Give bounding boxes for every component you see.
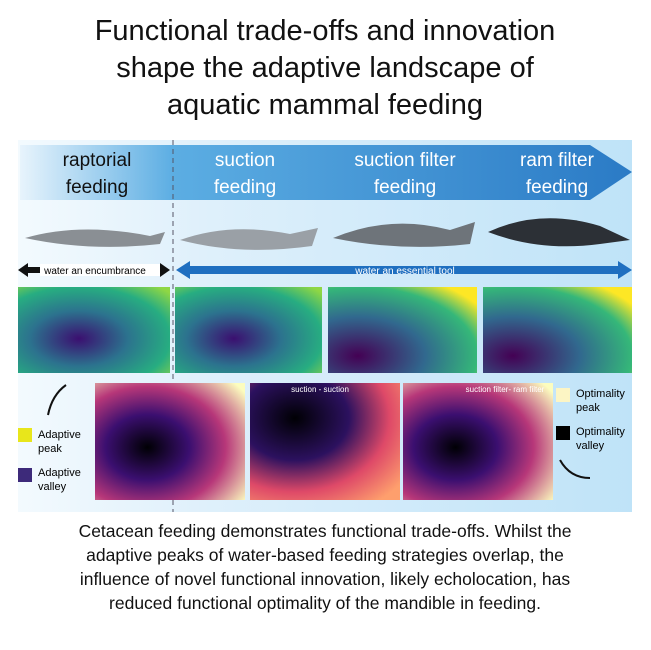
panel-label: suction filter- ram filter: [466, 385, 545, 394]
legend-label: Optimality: [576, 426, 625, 438]
caption-line: adaptive peaks of water-based feeding st…: [86, 545, 564, 565]
mode-labels: raptorial feeding suction feeding suction fi…: [63, 150, 595, 198]
banner-label: water an essential tool: [354, 266, 455, 277]
tool-arrow: [176, 261, 632, 279]
mode-label: feeding: [214, 177, 276, 198]
title-line: shape the adaptive landscape of: [116, 52, 535, 84]
caption-line: influence of novel functional innovation…: [80, 569, 571, 589]
banner-bg: [40, 264, 160, 276]
legend-label: Optimality: [576, 388, 625, 400]
caption-line: reduced functional optimality of the man…: [109, 593, 541, 613]
mode-label: feeding: [526, 177, 588, 198]
title-line: aquatic mammal feeding: [167, 89, 483, 121]
banner-label: water an encumbrance: [43, 266, 146, 277]
mode-label: suction: [215, 150, 275, 171]
legend-label: Adaptive: [38, 429, 81, 441]
arrow: [559, 459, 591, 479]
optimality-landscapes: suction - suction suction filter- ram fi…: [95, 383, 553, 500]
legend: Adaptive peak Adaptive valley Optimality…: [18, 388, 625, 493]
mode-label: ram filter: [520, 150, 595, 171]
legend-label: peak: [576, 402, 600, 414]
legend-label: peak: [38, 443, 62, 455]
title: Functional trade-offs and innovation sha…: [95, 15, 556, 121]
arrow: [47, 384, 67, 416]
mode-label: raptorial: [63, 150, 132, 171]
caption: Cetacean feeding demonstrates functional…: [79, 521, 572, 613]
adaptive-landscapes: [18, 287, 632, 373]
whales: [25, 218, 630, 250]
legend-label: valley: [576, 440, 605, 452]
mode-label: suction filter: [354, 150, 456, 171]
mode-label: feeding: [374, 177, 436, 198]
mode-label: feeding: [66, 177, 128, 198]
panel-label: suction - suction: [291, 385, 349, 394]
title-line: Functional trade-offs and innovation: [95, 15, 556, 47]
caption-line: Cetacean feeding demonstrates functional…: [79, 521, 572, 541]
legend-label: Adaptive: [38, 467, 81, 479]
legend-label: valley: [38, 481, 67, 493]
